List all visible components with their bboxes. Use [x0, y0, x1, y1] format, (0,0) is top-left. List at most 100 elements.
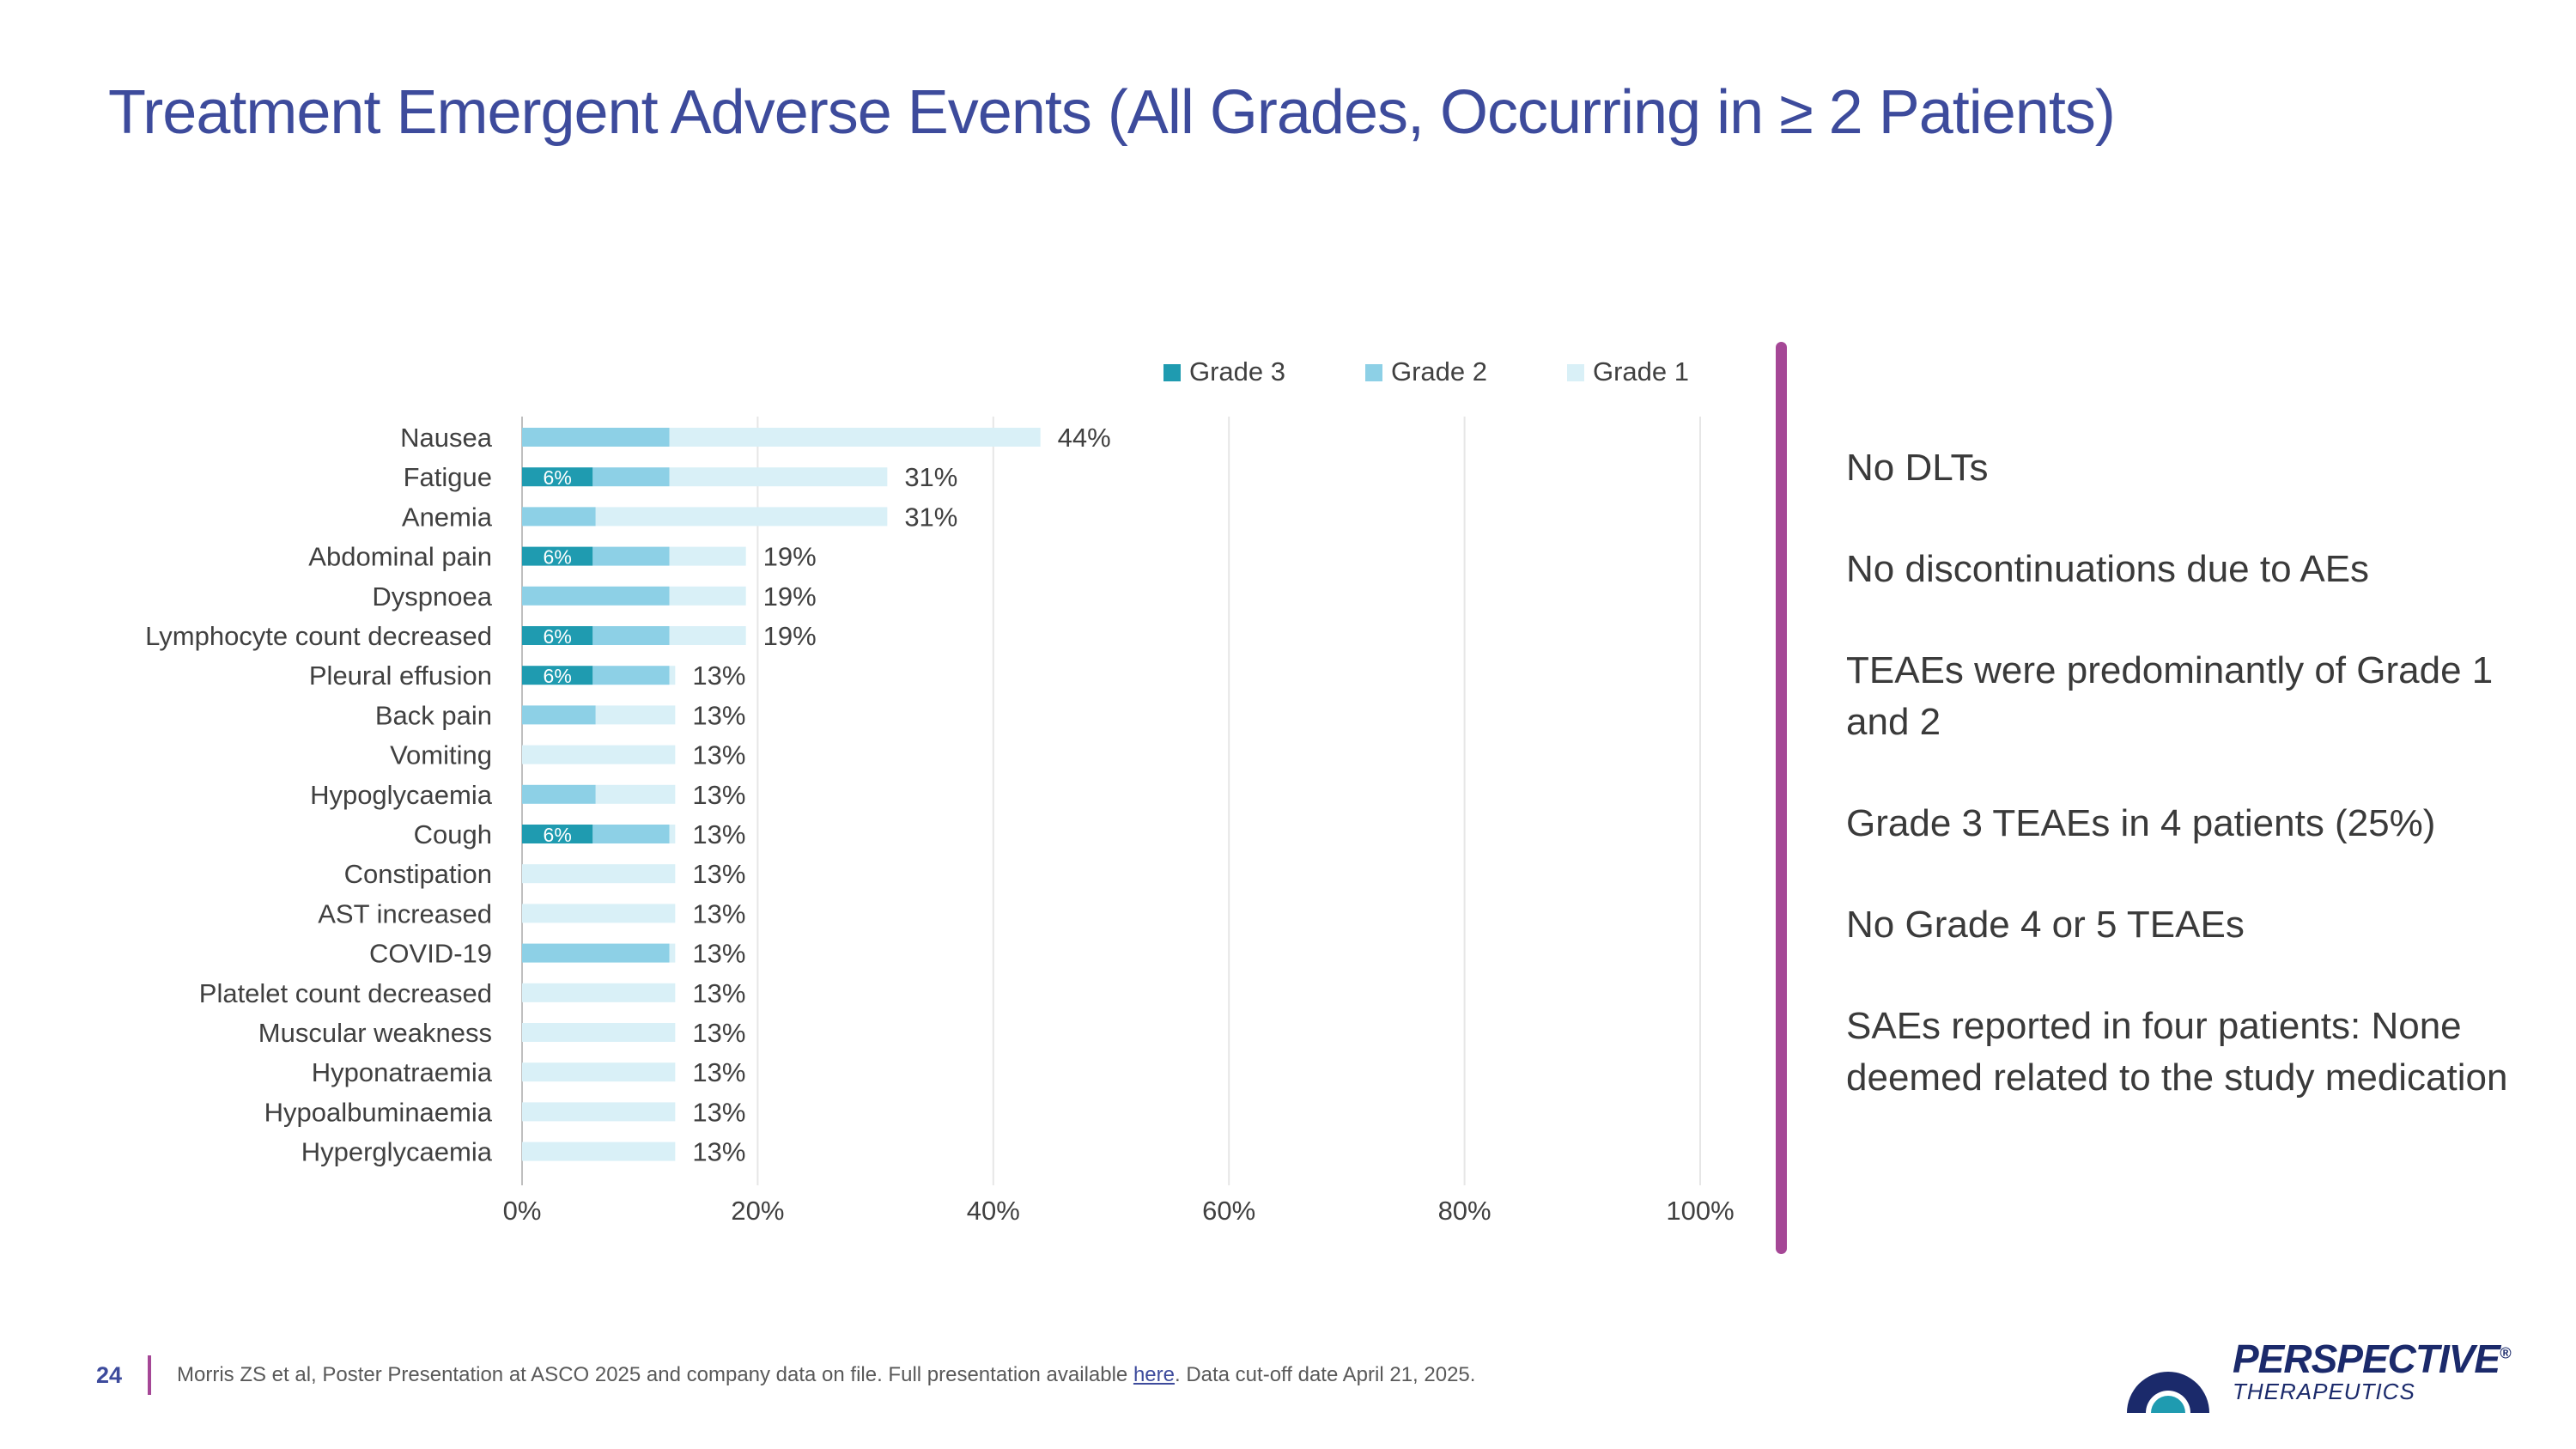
category-label: Pleural effusion [309, 661, 492, 691]
total-label: 13% [692, 1018, 745, 1048]
finding-no-grade4-5: No Grade 4 or 5 TEAEs [1846, 904, 2245, 946]
bar-segment [522, 745, 676, 764]
category-label: Dyspnoea [372, 581, 492, 612]
legend-swatch [1163, 364, 1181, 381]
bar-segment [522, 1062, 676, 1082]
logo-sub-text: THERAPEUTICS [2233, 1379, 2415, 1404]
bar-segment [669, 586, 746, 606]
bar-segment [522, 1023, 676, 1042]
segment-label: 6% [544, 665, 572, 687]
bar-segment [522, 904, 676, 923]
x-tick-label: 20% [731, 1196, 784, 1226]
logo-main-text: PERSPECTIVE [2233, 1336, 2500, 1381]
finding-predominant-grades: TEAEs were predominantly of Grade 1 and … [1846, 649, 2494, 743]
category-label: Cough [414, 819, 492, 849]
legend-label: Grade 3 [1189, 356, 1285, 387]
bar-segment [522, 1142, 676, 1161]
company-logo: PERSPECTIVE® THERAPEUTICS [2117, 1327, 2529, 1422]
segment-label: 6% [544, 824, 572, 846]
category-label: Lymphocyte count decreased [145, 621, 492, 651]
footnote: Morris ZS et al, Poster Presentation at … [177, 1363, 1475, 1387]
finding-no-dlts: No DLTs [1846, 447, 1989, 489]
bar-segment [522, 467, 593, 487]
bar-segment [592, 546, 670, 566]
adverse-events-chart: 0% 20% 40% 60% 80% 100% Grade 3 Grade 2 Grade 1 N… [145, 356, 1734, 1226]
category-label: Nausea [400, 423, 493, 453]
category-label: Fatigue [404, 462, 492, 492]
x-tick-label: 0% [503, 1196, 542, 1226]
footnote-text-after: . Data cut-off date April 21, 2025. [1174, 1363, 1476, 1386]
category-label: COVID-19 [369, 939, 492, 969]
bar-segment [592, 666, 670, 685]
total-label: 13% [692, 661, 745, 691]
bar-segment [595, 507, 888, 527]
footnote-link[interactable]: here [1133, 1363, 1175, 1386]
total-label: 13% [692, 898, 745, 928]
key-findings-list: No DLTs No discontinuations due to AEs T… [1846, 442, 2533, 1154]
total-label: 31% [904, 502, 957, 532]
bar-segment [595, 784, 676, 804]
legend-label: Grade 1 [1593, 356, 1689, 387]
bar-segment [669, 666, 676, 685]
category-label: Hyperglycaemia [301, 1137, 493, 1167]
bar-segment [522, 1102, 676, 1122]
total-label: 13% [692, 859, 745, 889]
category-label: Constipation [344, 859, 492, 889]
bar-segment [522, 943, 670, 963]
total-label: 19% [763, 542, 817, 572]
total-label: 19% [763, 581, 817, 612]
bar-segment [522, 666, 593, 685]
perspective-logo-icon [2127, 1372, 2209, 1413]
bar-segment [522, 705, 596, 725]
total-label: 13% [692, 1057, 745, 1087]
bar-segment [522, 784, 596, 804]
total-label: 13% [692, 700, 745, 730]
bar-segment [669, 943, 676, 963]
total-label: 31% [904, 462, 957, 492]
bar-segment [522, 864, 676, 884]
bar-segment [522, 507, 596, 527]
finding-saes: SAEs reported in four patients: None dee… [1846, 1005, 2508, 1099]
total-label: 13% [692, 819, 745, 849]
slide-footer: 24 Morris ZS et al, Poster Presentation … [96, 1354, 1475, 1397]
segment-label: 6% [544, 466, 572, 489]
x-tick-label: 60% [1202, 1196, 1255, 1226]
page-number: 24 [96, 1361, 123, 1388]
finding-no-discontinuations: No discontinuations due to AEs [1846, 548, 2370, 590]
category-label: Hypoalbuminaemia [264, 1097, 493, 1127]
category-label: Anemia [402, 502, 493, 532]
total-label: 13% [692, 939, 745, 969]
bar-segment [522, 983, 676, 1002]
bar-segment [522, 626, 593, 645]
category-label: Abdominal pain [308, 542, 492, 572]
bar-segment [669, 546, 746, 566]
category-label: AST increased [318, 898, 492, 928]
total-label: 13% [692, 1137, 745, 1167]
footnote-text-before: Morris ZS et al, Poster Presentation at … [177, 1363, 1133, 1386]
category-label: Platelet count decreased [199, 978, 492, 1008]
bar-segment [522, 546, 593, 566]
bar-segment [592, 467, 670, 487]
legend-swatch [1567, 364, 1584, 381]
segment-label: 6% [544, 625, 572, 648]
total-label: 13% [692, 978, 745, 1008]
bar-segment [595, 705, 676, 725]
total-label: 13% [692, 1097, 745, 1127]
bar-segment [522, 428, 670, 447]
bar-segment [669, 428, 1041, 447]
vertical-divider [1776, 342, 1787, 1254]
category-label: Muscular weakness [258, 1018, 492, 1048]
x-tick-label: 40% [967, 1196, 1020, 1226]
legend-label: Grade 2 [1391, 356, 1487, 387]
finding-grade3-teaes: Grade 3 TEAEs in 4 patients (25%) [1846, 802, 2436, 844]
segment-label: 6% [544, 546, 572, 569]
bar-segment [522, 586, 670, 606]
category-label: Vomiting [390, 740, 492, 770]
logo-text: PERSPECTIVE® THERAPEUTICS [2233, 1336, 2511, 1405]
legend-swatch [1365, 364, 1382, 381]
slide-title: Treatment Emergent Adverse Events (All G… [108, 78, 2116, 147]
bar-segment [592, 825, 670, 843]
bar-segment [669, 467, 888, 487]
total-label: 13% [692, 780, 745, 810]
category-label: Hypoglycaemia [310, 780, 493, 810]
